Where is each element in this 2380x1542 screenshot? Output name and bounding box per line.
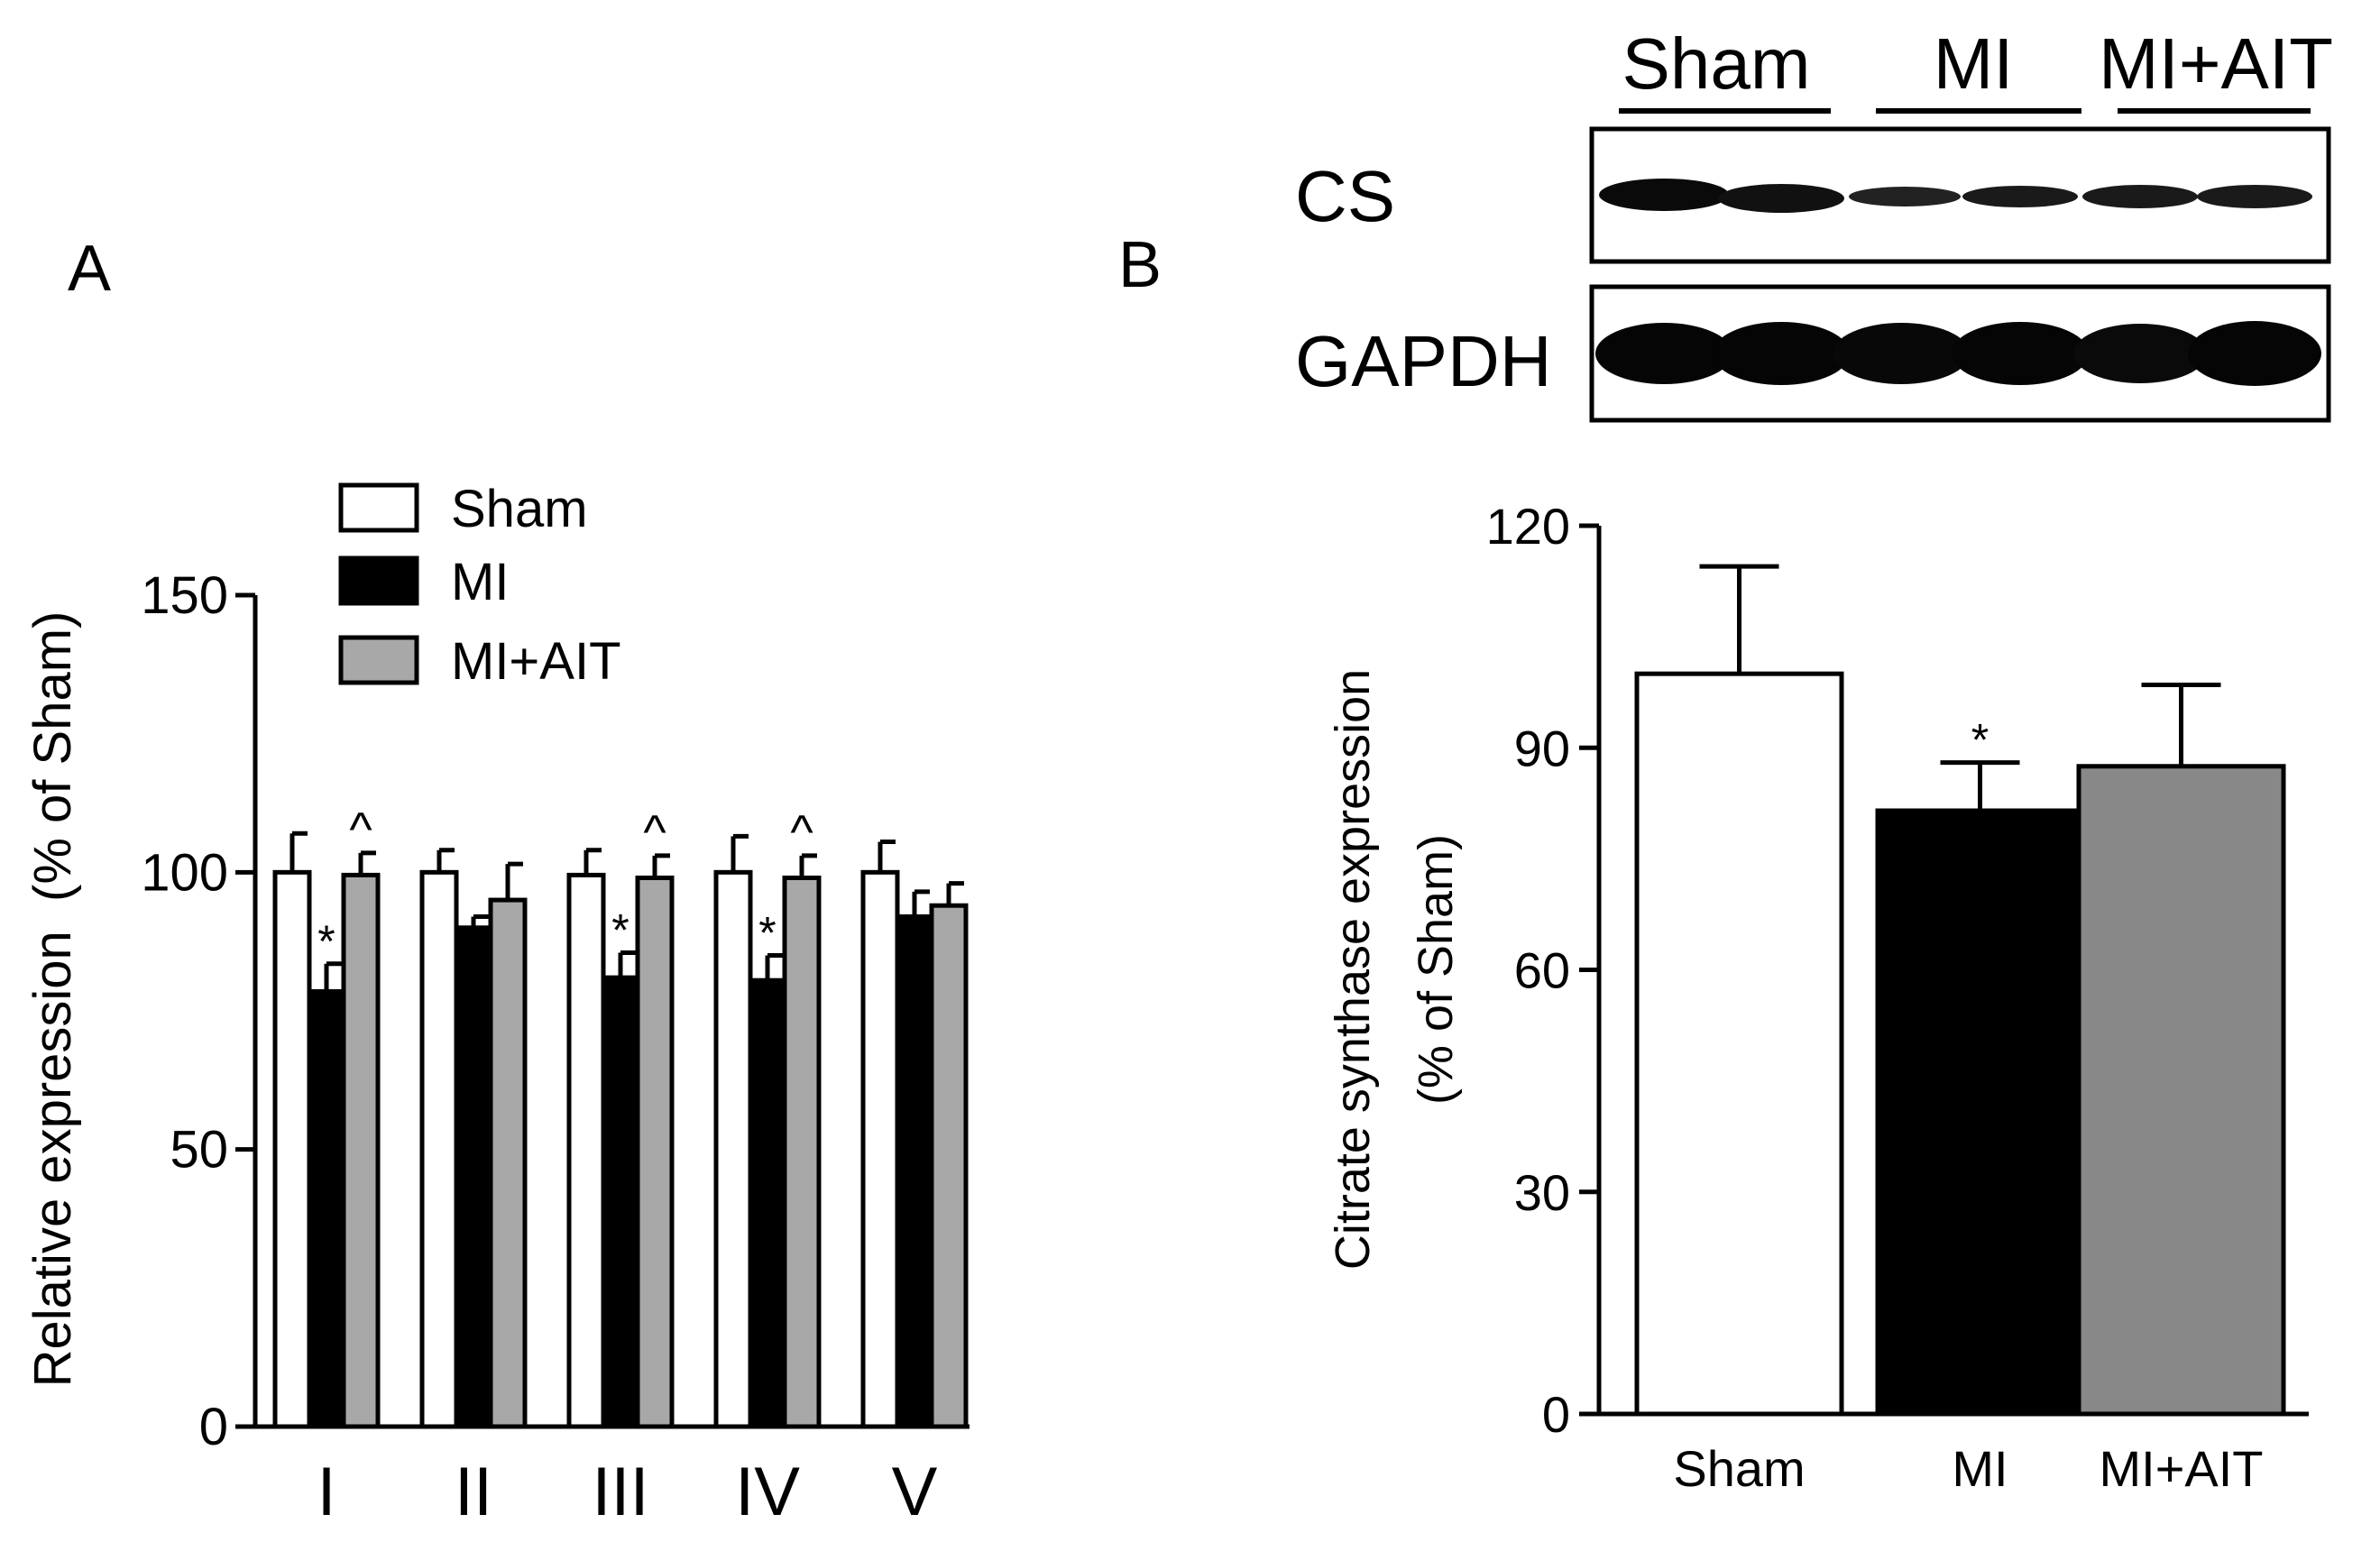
- chart-a-y-axis-label: Relative expression (% of Sham): [23, 611, 82, 1388]
- legend-swatch-mi-ait: [338, 635, 419, 685]
- blot-row-label-cs: CS: [1295, 156, 1395, 236]
- chart-b-bars: Sham * MI MI+AIT: [1634, 564, 2286, 1497]
- chart-a-bar-sham-iii: [566, 872, 606, 1429]
- chart-b-bar-mi: [1875, 808, 2085, 1417]
- blot-band-cs-sham-1: [1599, 179, 1729, 211]
- chart-b-y-axis-label-line2: (% of Sham): [1409, 834, 1463, 1105]
- panel-a-letter: A: [68, 233, 111, 305]
- chart-a-y-axis: 0 50 100 150: [141, 566, 969, 1456]
- chart-a-bar-mi-ait-iii: [635, 875, 675, 1429]
- legend: Sham MI MI+AIT: [338, 480, 621, 691]
- chart-b-x-tick-label-mi-ait: MI+AIT: [2099, 1440, 2263, 1497]
- chart-a-significance-mark: *: [611, 904, 629, 955]
- chart-b-bar-mi-ait: [2076, 764, 2286, 1417]
- panel-b-letter: B: [1118, 229, 1162, 301]
- chart-a-x-tick-label-iv: IV: [735, 1454, 800, 1530]
- blot-band-gapdh-5: [2073, 324, 2207, 383]
- legend-label-sham: Sham: [451, 480, 588, 538]
- chart-b-significance-mark: *: [1971, 715, 1989, 766]
- chart-a-x-tick-label-v: V: [892, 1454, 938, 1530]
- chart-a-significance-mark: *: [758, 908, 776, 959]
- chart-a-bar-mi-ait-iv: [782, 875, 822, 1429]
- legend-label-mi: MI: [451, 553, 509, 611]
- chart-b-x-tick-label-sham: Sham: [1673, 1440, 1805, 1497]
- chart-a-bars: *^I II*^III*^IV V: [272, 803, 969, 1530]
- chart-b-bar-sham: [1634, 671, 1844, 1417]
- chart-a-y-tick-label: 0: [199, 1398, 228, 1456]
- chart-a-bar-mi-v: [895, 914, 934, 1429]
- chart-a-bar-mi-ait-ii: [488, 897, 528, 1429]
- chart-b-y-tick-label: 30: [1514, 1164, 1570, 1221]
- chart-b-y-tick-label: 120: [1486, 498, 1570, 555]
- chart-a-bar-sham-ii: [419, 869, 459, 1429]
- blot-band-gapdh-6: [2188, 321, 2321, 386]
- blot-group-mi: MI: [1934, 23, 2014, 104]
- chart-b: 0 30 60 90 120 Sham * MI MI+AIT Citrate synthas…: [1326, 498, 2309, 1497]
- chart-a-bar-sham-i: [272, 869, 312, 1429]
- chart-a-y-tick-label: 100: [141, 843, 228, 902]
- chart-a-y-tick-label: 150: [141, 566, 228, 625]
- blot-band-gapdh-1: [1595, 323, 1732, 384]
- chart-a-bar-mi-iv: [748, 978, 787, 1429]
- chart-a-bar-mi-iii: [601, 975, 640, 1429]
- chart-b-x-tick-label-mi: MI: [1952, 1440, 2008, 1497]
- chart-a-y-tick-label: 50: [170, 1121, 228, 1179]
- chart-a-bar-mi-i: [307, 988, 346, 1429]
- chart-b-y-tick-label: 60: [1514, 942, 1570, 999]
- chart-a-bar-mi-ii: [454, 925, 493, 1429]
- blot-band-gapdh-3: [1833, 323, 1970, 384]
- chart-a-significance-mark: *: [317, 916, 335, 967]
- chart-a-bar-sham-iv: [713, 869, 753, 1429]
- legend-swatch-mi: [338, 555, 419, 606]
- blot-band-cs-mi-ait-1: [2082, 185, 2198, 208]
- blot-group-mi-ait: MI+AIT: [2099, 23, 2333, 104]
- blot-band-gapdh-4: [1952, 322, 2089, 385]
- blot-band-cs-sham-2: [1718, 184, 1844, 213]
- chart-a-significance-mark: ^: [790, 805, 813, 859]
- chart-a-x-tick-label-iii: III: [592, 1454, 648, 1530]
- blot-band-cs-mi-ait-2: [2197, 185, 2312, 208]
- chart-a-x-tick-label-ii: II: [455, 1454, 492, 1530]
- legend-label-mi-ait: MI+AIT: [451, 632, 621, 691]
- chart-a-significance-mark: ^: [349, 803, 372, 857]
- blot-band-cs-mi-2: [1962, 186, 2078, 207]
- chart-a-bar-sham-v: [860, 869, 900, 1429]
- chart-b-y-axis-label-line1: Citrate synthase expression: [1326, 669, 1380, 1270]
- chart-a-x-tick-label-i: I: [317, 1454, 335, 1530]
- chart-a-bar-mi-ait-v: [929, 903, 969, 1429]
- chart-b-y-tick-label: 0: [1542, 1386, 1570, 1443]
- western-blot: Sham MI MI+AIT CS GAPDH: [1295, 23, 2333, 423]
- chart-b-y-tick-label: 90: [1514, 720, 1570, 776]
- chart-a-bar-mi-ait-i: [341, 872, 381, 1429]
- legend-swatch-sham: [338, 482, 419, 533]
- blot-group-sham: Sham: [1622, 23, 1811, 104]
- blot-band-cs-mi-1: [1849, 187, 1961, 207]
- blot-band-gapdh-2: [1713, 322, 1850, 385]
- blot-row-label-gapdh: GAPDH: [1295, 321, 1552, 401]
- chart-a-significance-mark: ^: [643, 805, 666, 859]
